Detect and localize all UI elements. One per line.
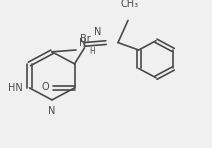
Text: Br: Br [80, 34, 91, 44]
Text: CH₃: CH₃ [121, 0, 139, 9]
Text: HN: HN [8, 83, 23, 93]
Text: N: N [94, 26, 102, 37]
Text: N: N [79, 38, 87, 48]
Text: O: O [42, 82, 49, 92]
Text: N: N [48, 106, 56, 116]
Text: H: H [89, 47, 95, 56]
